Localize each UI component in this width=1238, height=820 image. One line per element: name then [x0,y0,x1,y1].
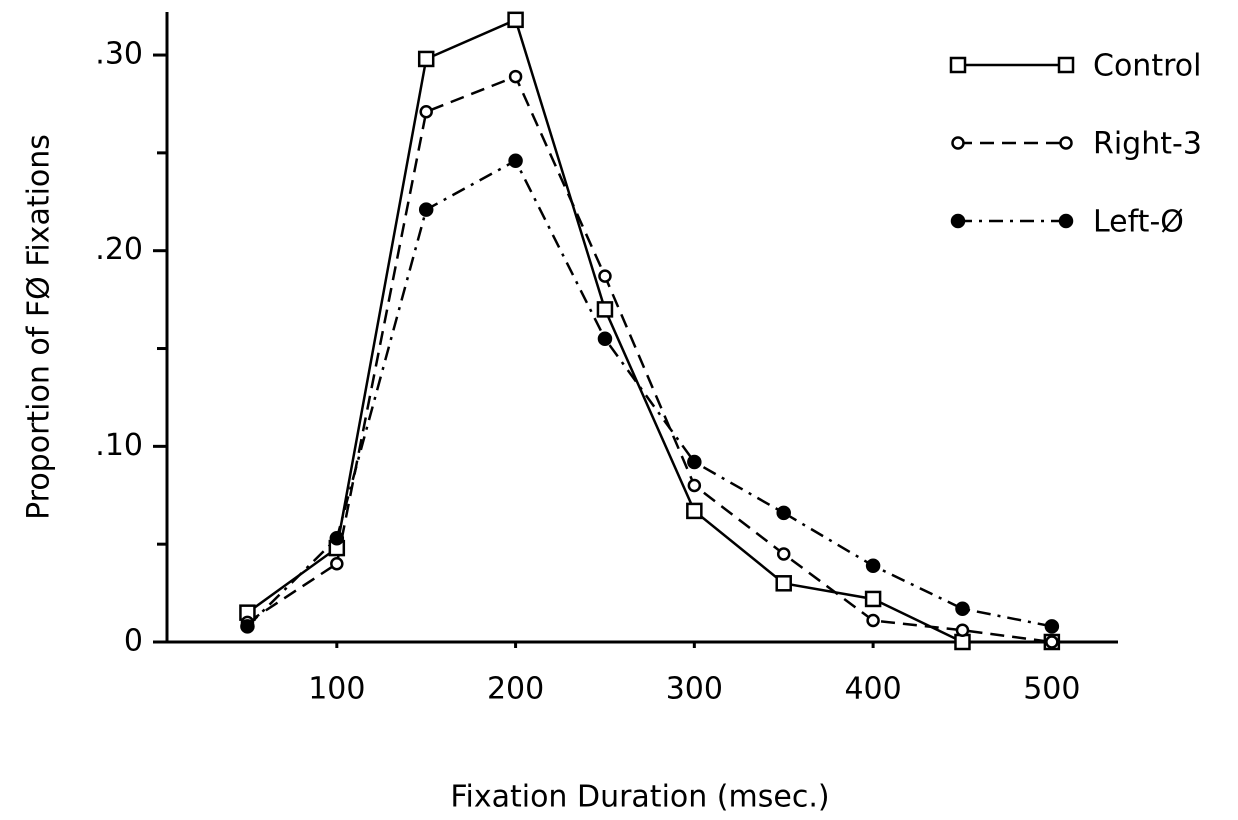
marker [686,502,703,520]
marker [507,11,524,29]
marker [330,556,344,571]
marker [598,269,612,283]
marker [776,505,791,521]
legend-label: Left-Ø [1093,205,1184,240]
legend-label: Control [1093,49,1201,84]
marker [240,619,255,634]
x-axis-label: Fixation Duration (msec.) [450,780,829,815]
marker [596,301,614,318]
marker [687,454,702,470]
marker [1057,56,1075,74]
marker [866,613,880,628]
marker [864,590,882,608]
marker [951,136,965,150]
series-line [246,18,1052,644]
legend-label: Right-3 [1093,127,1202,162]
marker [417,50,435,68]
y-axis-label: Proportion of FØ Fixations [22,134,57,520]
marker [597,331,613,346]
marker [1045,635,1059,649]
series-line [246,74,1053,644]
y-tick-label: .20 [95,232,143,267]
x-tick-label: 300 [666,672,723,707]
marker [418,202,434,217]
marker [775,575,792,592]
marker [949,56,967,74]
marker [508,69,523,84]
y-tick-label: .10 [95,428,143,463]
marker [955,601,970,616]
marker [776,547,791,561]
x-tick-label: 100 [308,672,365,707]
marker [950,213,966,229]
y-tick-label: 0 [124,624,143,659]
marker [419,105,433,119]
series-line [246,158,1053,628]
marker [955,623,970,638]
x-tick-label: 200 [487,672,544,707]
marker [508,153,523,168]
marker [1044,619,1060,634]
marker [1059,136,1073,150]
y-tick-label: .30 [95,37,143,72]
marker [329,531,345,546]
marker [687,478,702,493]
marker [1058,213,1074,229]
marker [865,558,881,573]
x-tick-label: 400 [844,672,901,707]
marker [954,633,971,651]
x-tick-label: 500 [1023,672,1080,707]
